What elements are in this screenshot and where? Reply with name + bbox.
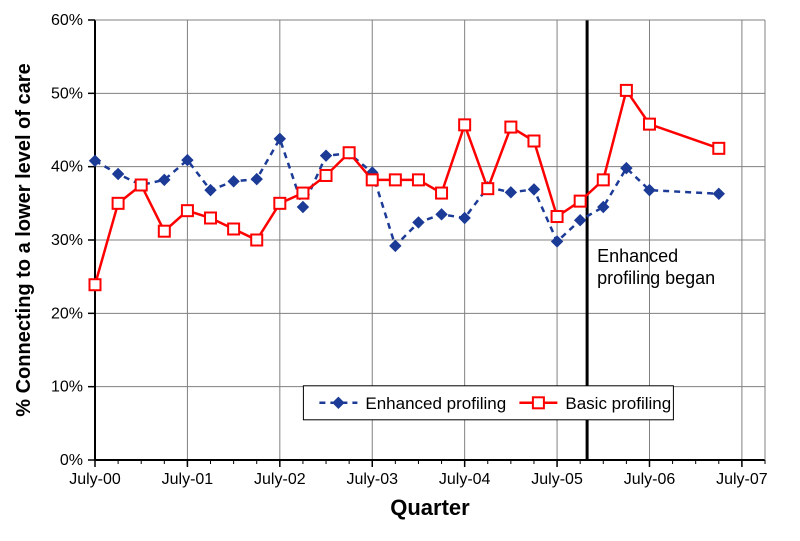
svg-text:Enhanced profiling: Enhanced profiling xyxy=(365,394,506,413)
chart-container: July-00 July-01 July-02 July-03 July-04 July-… xyxy=(0,0,800,541)
svg-text:20%: 20% xyxy=(51,305,83,322)
svg-text:July-05: July-05 xyxy=(531,471,583,488)
svg-text:July-06: July-06 xyxy=(624,471,676,488)
svg-text:July-07: July-07 xyxy=(716,471,768,488)
svg-text:60%: 60% xyxy=(51,12,83,29)
svg-text:0%: 0% xyxy=(60,452,83,469)
svg-text:Basic profiling: Basic profiling xyxy=(565,394,671,413)
svg-text:July-03: July-03 xyxy=(346,471,398,488)
svg-text:Quarter: Quarter xyxy=(390,495,470,520)
line-chart: July-00 July-01 July-02 July-03 July-04 July-… xyxy=(0,0,800,541)
svg-text:30%: 30% xyxy=(51,232,83,249)
svg-text:July-00: July-00 xyxy=(69,471,121,488)
svg-text:10%: 10% xyxy=(51,379,83,396)
svg-text:July-02: July-02 xyxy=(254,471,306,488)
svg-text:% Connecting to a lower level: % Connecting to a lower level of care xyxy=(13,63,35,416)
svg-text:profiling began: profiling began xyxy=(597,268,715,288)
svg-text:40%: 40% xyxy=(51,159,83,176)
svg-text:Enhanced: Enhanced xyxy=(597,246,678,266)
svg-text:July-01: July-01 xyxy=(162,471,214,488)
svg-text:July-04: July-04 xyxy=(439,471,491,488)
svg-text:50%: 50% xyxy=(51,85,83,102)
